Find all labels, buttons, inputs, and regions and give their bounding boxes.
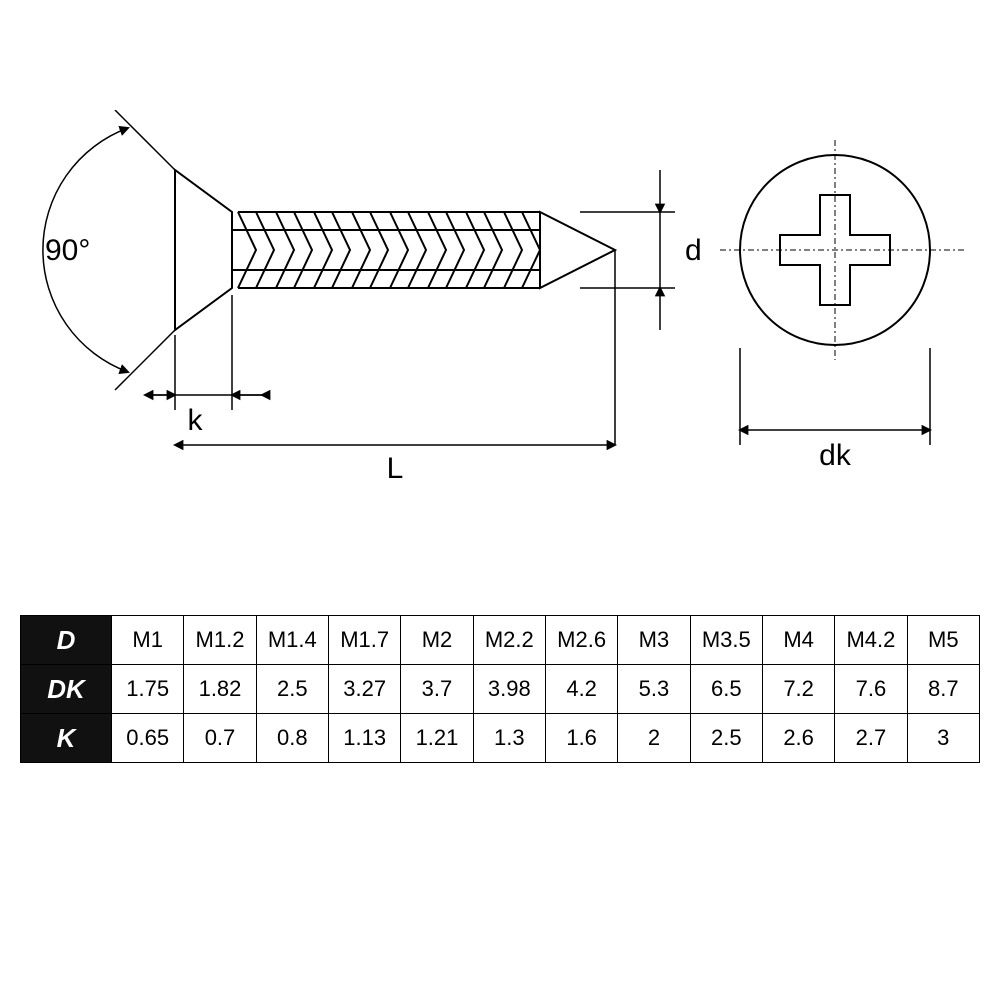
cell: 2.6: [762, 714, 834, 763]
cell: 0.8: [256, 714, 328, 763]
cell: 1.6: [545, 714, 617, 763]
cell: 8.7: [907, 665, 979, 714]
cell: 0.7: [184, 714, 256, 763]
screw-top-view: [720, 140, 965, 360]
cell: M2.2: [473, 616, 545, 665]
cell: 1.3: [473, 714, 545, 763]
d-label: d: [685, 234, 702, 267]
screw-diagram: 90° k L d dk: [20, 110, 980, 480]
cell: 7.6: [835, 665, 907, 714]
cell: 1.82: [184, 665, 256, 714]
cell: M3.5: [690, 616, 762, 665]
row-header: D: [21, 616, 112, 665]
cell: 2.5: [256, 665, 328, 714]
cell: 5.3: [618, 665, 690, 714]
table-row: D M1 M1.2 M1.4 M1.7 M2 M2.2 M2.6 M3 M3.5…: [21, 616, 980, 665]
cell: M1.4: [256, 616, 328, 665]
cell: M4: [762, 616, 834, 665]
cell: M2: [401, 616, 473, 665]
cell: 1.75: [112, 665, 184, 714]
angle-label: 90°: [45, 234, 90, 267]
k-label: k: [188, 404, 204, 437]
row-header: K: [21, 714, 112, 763]
cell: M4.2: [835, 616, 907, 665]
cell: M1.2: [184, 616, 256, 665]
cell: M1: [112, 616, 184, 665]
L-label: L: [387, 452, 404, 480]
cell: 7.2: [762, 665, 834, 714]
cell: M5: [907, 616, 979, 665]
cell: M1.7: [328, 616, 400, 665]
dimensions-table: D M1 M1.2 M1.4 M1.7 M2 M2.2 M2.6 M3 M3.5…: [20, 615, 980, 763]
cell: 3.27: [328, 665, 400, 714]
cell: 0.65: [112, 714, 184, 763]
k-dimension: [145, 295, 262, 410]
screw-side-view: [175, 170, 615, 330]
table-row: DK 1.75 1.82 2.5 3.27 3.7 3.98 4.2 5.3 6…: [21, 665, 980, 714]
cell: 3.98: [473, 665, 545, 714]
dk-label: dk: [819, 439, 852, 472]
cell: 6.5: [690, 665, 762, 714]
row-header: DK: [21, 665, 112, 714]
cell: 3.7: [401, 665, 473, 714]
table-row: K 0.65 0.7 0.8 1.13 1.21 1.3 1.6 2 2.5 2…: [21, 714, 980, 763]
cell: 1.21: [401, 714, 473, 763]
cell: 2: [618, 714, 690, 763]
cell: M2.6: [545, 616, 617, 665]
cell: 4.2: [545, 665, 617, 714]
cell: 2.7: [835, 714, 907, 763]
cell: 2.5: [690, 714, 762, 763]
cell: 3: [907, 714, 979, 763]
cell: 1.13: [328, 714, 400, 763]
cell: M3: [618, 616, 690, 665]
dk-dimension: [740, 348, 930, 445]
